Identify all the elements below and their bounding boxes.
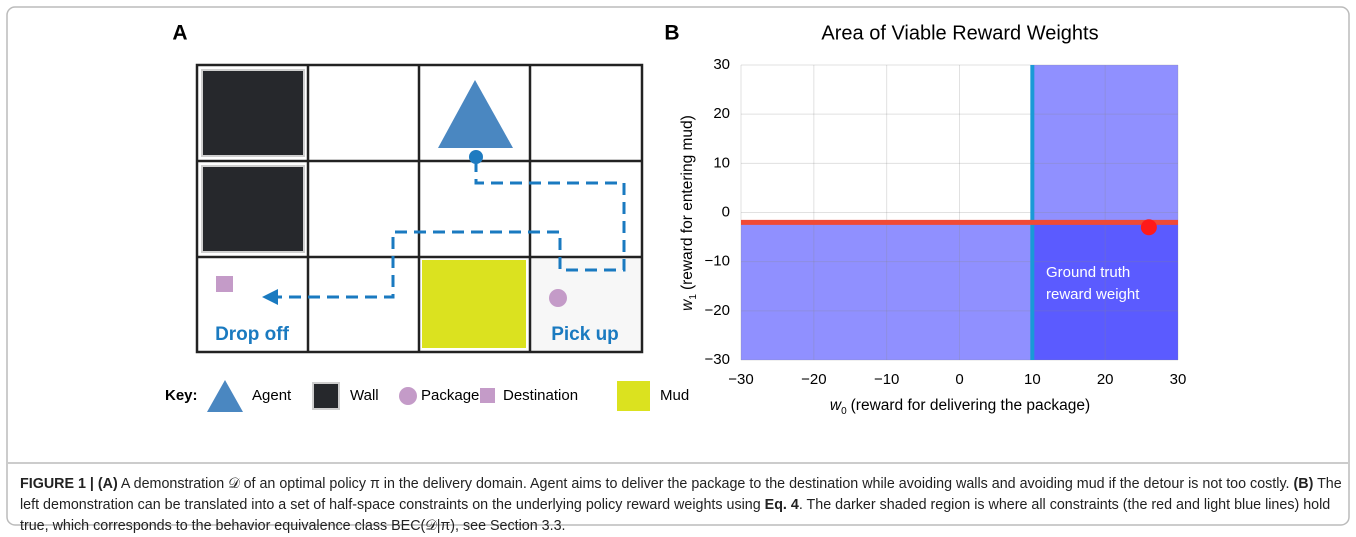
y-axis-label: w1(reward for entering mud) — [679, 115, 699, 311]
caption-text: A demonstration 𝒟 of an optimal policy π… — [118, 476, 1294, 492]
mud — [422, 260, 526, 348]
y-tick-label: −10 — [705, 253, 730, 270]
annotation: Ground truth — [1046, 264, 1130, 281]
chart-title: Area of Viable Reward Weights — [821, 22, 1098, 44]
y-tick-label: −20 — [705, 302, 730, 319]
key-label: Wall — [350, 387, 379, 404]
x-axis-label: w0(reward for delivering the package) — [830, 397, 1090, 417]
key-label: Package — [421, 387, 479, 404]
wall — [202, 70, 304, 156]
x-tick-label: −10 — [874, 371, 899, 388]
x-tick-label: 10 — [1024, 371, 1041, 388]
x-tick-label: −30 — [728, 371, 753, 388]
package — [549, 289, 567, 307]
caption: FIGURE 1 | (A) A demonstration 𝒟 of an o… — [20, 474, 1342, 537]
caption-ref: Eq. 4 — [765, 497, 799, 513]
wall — [202, 166, 304, 252]
key-label: Destination — [503, 387, 578, 404]
x-tick-label: 20 — [1097, 371, 1114, 388]
key-title: Key: — [165, 387, 198, 404]
x-tick-label: 0 — [955, 371, 963, 388]
caption-label: FIGURE 1 | (A) — [20, 476, 118, 492]
caption-label: (B) — [1294, 476, 1314, 492]
key: Key: Agent Wall Package Destination Mud — [165, 380, 689, 412]
key-agent — [207, 380, 243, 412]
pick-up-label: Pick up — [551, 324, 619, 345]
x-tick-label: 30 — [1170, 371, 1187, 388]
axis-desc: (reward for delivering the package) — [851, 397, 1091, 414]
key-destination — [480, 388, 495, 403]
annotation: reward weight — [1046, 286, 1140, 303]
key-mud — [617, 381, 650, 411]
axis-sub: 0 — [841, 406, 847, 417]
y-tick-label: 20 — [713, 105, 730, 122]
y-tick-label: −30 — [705, 351, 730, 368]
destination — [216, 276, 233, 292]
y-tick-label: 30 — [713, 56, 730, 73]
agent — [438, 80, 513, 148]
figure: A Drop off Pick up Key: Agent Wall Packa… — [0, 0, 1356, 531]
x-tick-label: −20 — [801, 371, 826, 388]
key-package — [399, 387, 417, 405]
axis-sub: 1 — [688, 294, 699, 300]
ground-truth-point — [1141, 219, 1157, 235]
key-label: Agent — [252, 387, 292, 404]
agent-start — [469, 150, 483, 164]
drop-off-label: Drop off — [215, 324, 290, 345]
grid-world: Drop off Pick up — [197, 65, 642, 352]
axis-desc: (reward for entering mud) — [679, 115, 696, 290]
key-wall — [313, 383, 339, 409]
page: A Drop off Pick up Key: Agent Wall Packa… — [0, 0, 1356, 531]
panel-label: A — [172, 22, 187, 45]
arrow-head — [262, 289, 278, 305]
panel-label: B — [664, 22, 679, 45]
key-label: Mud — [660, 387, 689, 404]
plot: Ground truth reward weight −30 −20 −10 0 10 20 3… — [705, 56, 1187, 388]
y-tick-label: 10 — [713, 154, 730, 171]
y-tick-label: 0 — [722, 203, 730, 220]
